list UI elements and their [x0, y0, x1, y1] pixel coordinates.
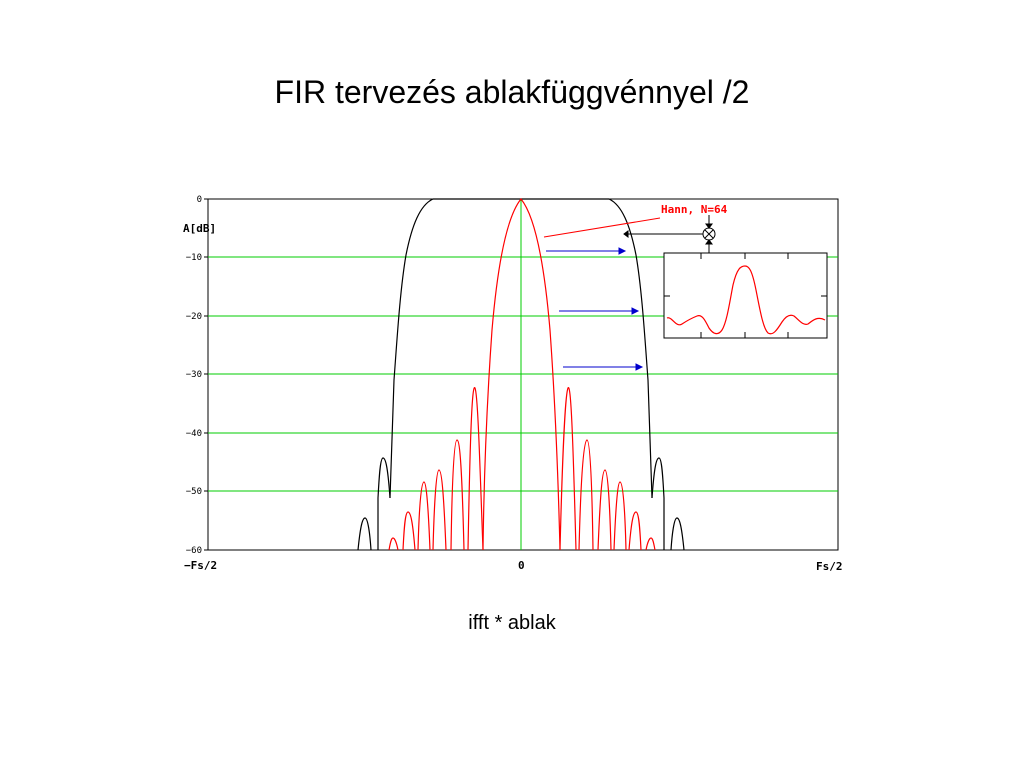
inset-ticks	[664, 253, 827, 338]
arrow-to-response	[623, 230, 703, 238]
y-tick-label-50: −50	[186, 487, 202, 497]
y-tick-marks	[204, 198, 208, 551]
multiply-circle-icon	[702, 227, 716, 241]
y-tick-label-30: −30	[186, 370, 202, 380]
slide-caption: ifft * ablak	[468, 612, 556, 634]
y-tick-label-60: −60	[186, 546, 202, 556]
x-tick-label-left: −Fs/2	[184, 559, 217, 572]
y-tick-label-0: 0	[197, 195, 202, 205]
x-tick-label-right: Fs/2	[816, 560, 843, 573]
y-tick-label-20: −20	[186, 312, 202, 322]
inset-kernel-curve	[666, 265, 826, 335]
windowed-response-curve	[388, 198, 656, 551]
annotation-pointer	[543, 217, 661, 238]
y-tick-label-40: −40	[186, 429, 202, 439]
annotation-label: Hann, N=64	[661, 203, 728, 216]
arrow-into-multiplier-bottom	[705, 239, 713, 253]
arrow-into-multiplier-top	[705, 215, 713, 229]
slide-title: FIR tervezés ablakfüggvénnyel /2	[274, 74, 750, 110]
x-tick-label-center: 0	[518, 559, 525, 572]
widening-arrows	[546, 247, 644, 371]
y-axis-label: A[dB]	[183, 222, 216, 235]
y-tick-label-10: −10	[186, 253, 202, 263]
